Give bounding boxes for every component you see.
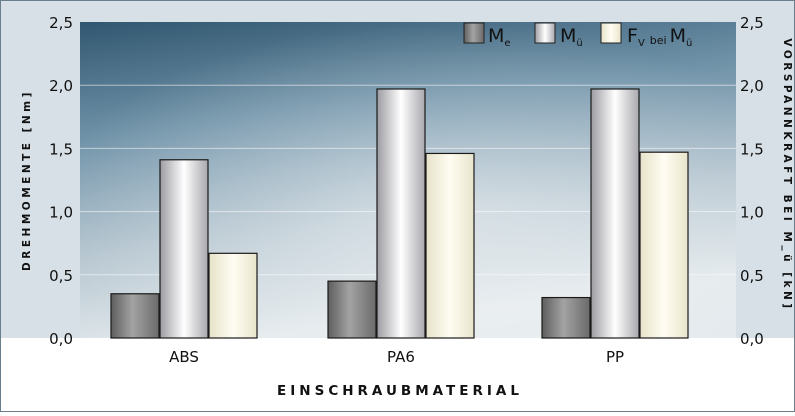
y-tick-label-left: 2,0 xyxy=(49,77,73,95)
bar-fv xyxy=(208,252,258,339)
bar-me xyxy=(110,293,160,339)
legend-label-fv: FV bei Mü xyxy=(627,25,692,49)
bottom-band xyxy=(0,338,795,412)
y-tick-label-right: 2,0 xyxy=(740,77,764,95)
legend-swatch-me xyxy=(463,22,485,44)
y-tick-label-right: 1,5 xyxy=(740,140,764,158)
y-axis-label-left: DREHMOMENTE [Nm] xyxy=(21,89,33,271)
y-tick-label-right: 2,5 xyxy=(740,14,764,32)
category-label: PP xyxy=(606,348,624,366)
legend-label-mu: Mü xyxy=(560,25,583,49)
legend-swatch-fv xyxy=(600,22,622,44)
legend: Me Mü FV bei Mü xyxy=(463,22,692,49)
y-axis-label-right: VORSPANNKRAFT BEI M_ü [kN] xyxy=(781,38,793,311)
y-tick-label-left: 0,0 xyxy=(49,330,73,348)
bars xyxy=(110,88,689,339)
tick-labels: 0,0 0,0 0,5 0,5 1,0 1,0 1,5 1,5 2,0 2,0 2,5 2,5 xyxy=(49,14,764,348)
y-tick-label-right: 0,5 xyxy=(740,267,764,285)
bar-me xyxy=(327,280,377,339)
bar-mu xyxy=(159,159,209,339)
y-tick-label-right: 1,0 xyxy=(740,204,764,222)
y-tick-label-right: 0,0 xyxy=(740,330,764,348)
category-labels: ABS PA6 PP xyxy=(169,348,624,366)
y-tick-label-left: 0,5 xyxy=(49,267,73,285)
y-tick-label-left: 1,0 xyxy=(49,204,73,222)
bar-mu xyxy=(376,88,426,339)
legend-label-me: Me xyxy=(488,25,511,49)
bar-me xyxy=(541,296,591,339)
bar-mu xyxy=(590,88,640,339)
y-tick-label-left: 1,5 xyxy=(49,140,73,158)
y-tick-label-left: 2,5 xyxy=(49,14,73,32)
bar-fv xyxy=(639,151,689,339)
category-label: ABS xyxy=(169,348,199,366)
bar-fv xyxy=(425,152,475,339)
category-label: PA6 xyxy=(387,348,415,366)
x-axis-label: EINSCHRAUBMATERIAL xyxy=(277,383,523,399)
legend-swatch-mu xyxy=(534,22,556,44)
